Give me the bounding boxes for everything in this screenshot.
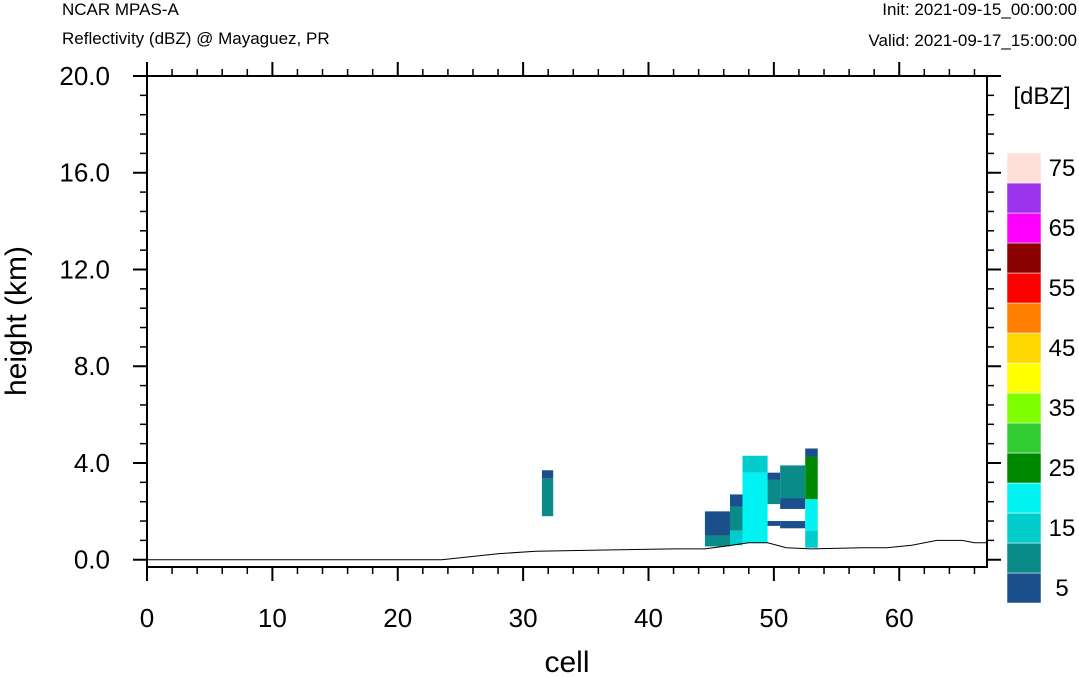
colorbar-swatch <box>1006 572 1042 604</box>
colorbar-swatch <box>1006 332 1042 364</box>
reflectivity-cell <box>780 465 806 499</box>
x-tick-label: 0 <box>140 603 154 633</box>
colorbar-swatch <box>1006 362 1042 394</box>
x-axis-title: cell <box>544 646 589 677</box>
colorbar-label: 55 <box>1049 275 1076 302</box>
reflectivity-cells <box>541 448 818 548</box>
reflectivity-cell <box>742 472 768 543</box>
x-tick-label: 30 <box>509 603 538 633</box>
colorbar-swatch <box>1006 482 1042 514</box>
colorbar-swatch <box>1006 302 1042 334</box>
y-tick-label: 4.0 <box>74 448 110 478</box>
reflectivity-cell <box>704 535 730 547</box>
reflectivity-cell <box>729 506 743 531</box>
terrain-line <box>147 539 987 561</box>
colorbar-label: 75 <box>1049 155 1076 182</box>
colorbar-swatch <box>1006 212 1042 244</box>
reflectivity-cell <box>767 521 781 526</box>
colorbar-swatch <box>1006 152 1042 184</box>
valid-time: Valid: 2021-09-17_15:00:00 <box>868 31 1077 50</box>
y-axis-title: height (km) <box>0 246 33 396</box>
reflectivity-cell <box>729 494 743 507</box>
reflectivity-cell <box>780 521 806 529</box>
reflectivity-cell <box>729 530 743 546</box>
chart-title: NCAR MPAS-A <box>62 0 179 19</box>
plot-frame <box>146 75 988 568</box>
reflectivity-cell <box>767 472 781 480</box>
colorbar-label: 35 <box>1049 395 1076 422</box>
colorbar-swatch <box>1006 272 1042 304</box>
x-tick-label: 10 <box>258 603 287 633</box>
reflectivity-cell <box>780 498 806 509</box>
colorbar-units: [dBZ] <box>1013 83 1070 110</box>
x-tick-label: 40 <box>634 603 663 633</box>
reflectivity-cell <box>805 530 818 548</box>
reflectivity-cell <box>742 455 768 473</box>
reflectivity-cell <box>541 470 554 479</box>
reflectivity-cell <box>805 499 818 531</box>
x-tick-label: 50 <box>759 603 788 633</box>
y-tick-label: 16.0 <box>59 158 110 188</box>
colorbar-swatch <box>1006 422 1042 454</box>
reflectivity-cell <box>805 456 818 500</box>
reflectivity-cell <box>805 448 818 457</box>
axis-ticks: 0 10 20 30 40 50 60 0.0 4.0 8.0 12.0 16.0 20.0 <box>59 61 1001 633</box>
colorbar: 5 15 25 35 45 55 65 75 <box>1006 152 1076 604</box>
colorbar-swatch <box>1006 242 1042 274</box>
colorbar-label: 15 <box>1049 515 1076 542</box>
x-tick-label: 60 <box>885 603 914 633</box>
reflectivity-cell <box>704 511 730 536</box>
colorbar-swatch <box>1006 542 1042 574</box>
reflectivity-cell <box>541 478 554 517</box>
terrain-profile <box>147 539 987 561</box>
colorbar-swatch <box>1006 512 1042 544</box>
y-tick-label: 0.0 <box>74 545 110 575</box>
reflectivity-cell <box>767 479 781 505</box>
colorbar-label: 45 <box>1049 335 1076 362</box>
colorbar-label: 25 <box>1049 455 1076 482</box>
y-tick-label: 20.0 <box>59 61 110 91</box>
colorbar-label: 65 <box>1049 215 1076 242</box>
init-time: Init: 2021-09-15_00:00:00 <box>882 0 1077 19</box>
colorbar-swatch <box>1006 182 1042 214</box>
colorbar-swatch <box>1006 452 1042 484</box>
y-tick-label: 12.0 <box>59 254 110 284</box>
colorbar-swatch <box>1006 392 1042 424</box>
x-tick-label: 20 <box>383 603 412 633</box>
y-tick-label: 8.0 <box>74 351 110 381</box>
chart-subtitle: Reflectivity (dBZ) @ Mayaguez, PR <box>62 29 330 48</box>
colorbar-label: 5 <box>1055 575 1068 602</box>
